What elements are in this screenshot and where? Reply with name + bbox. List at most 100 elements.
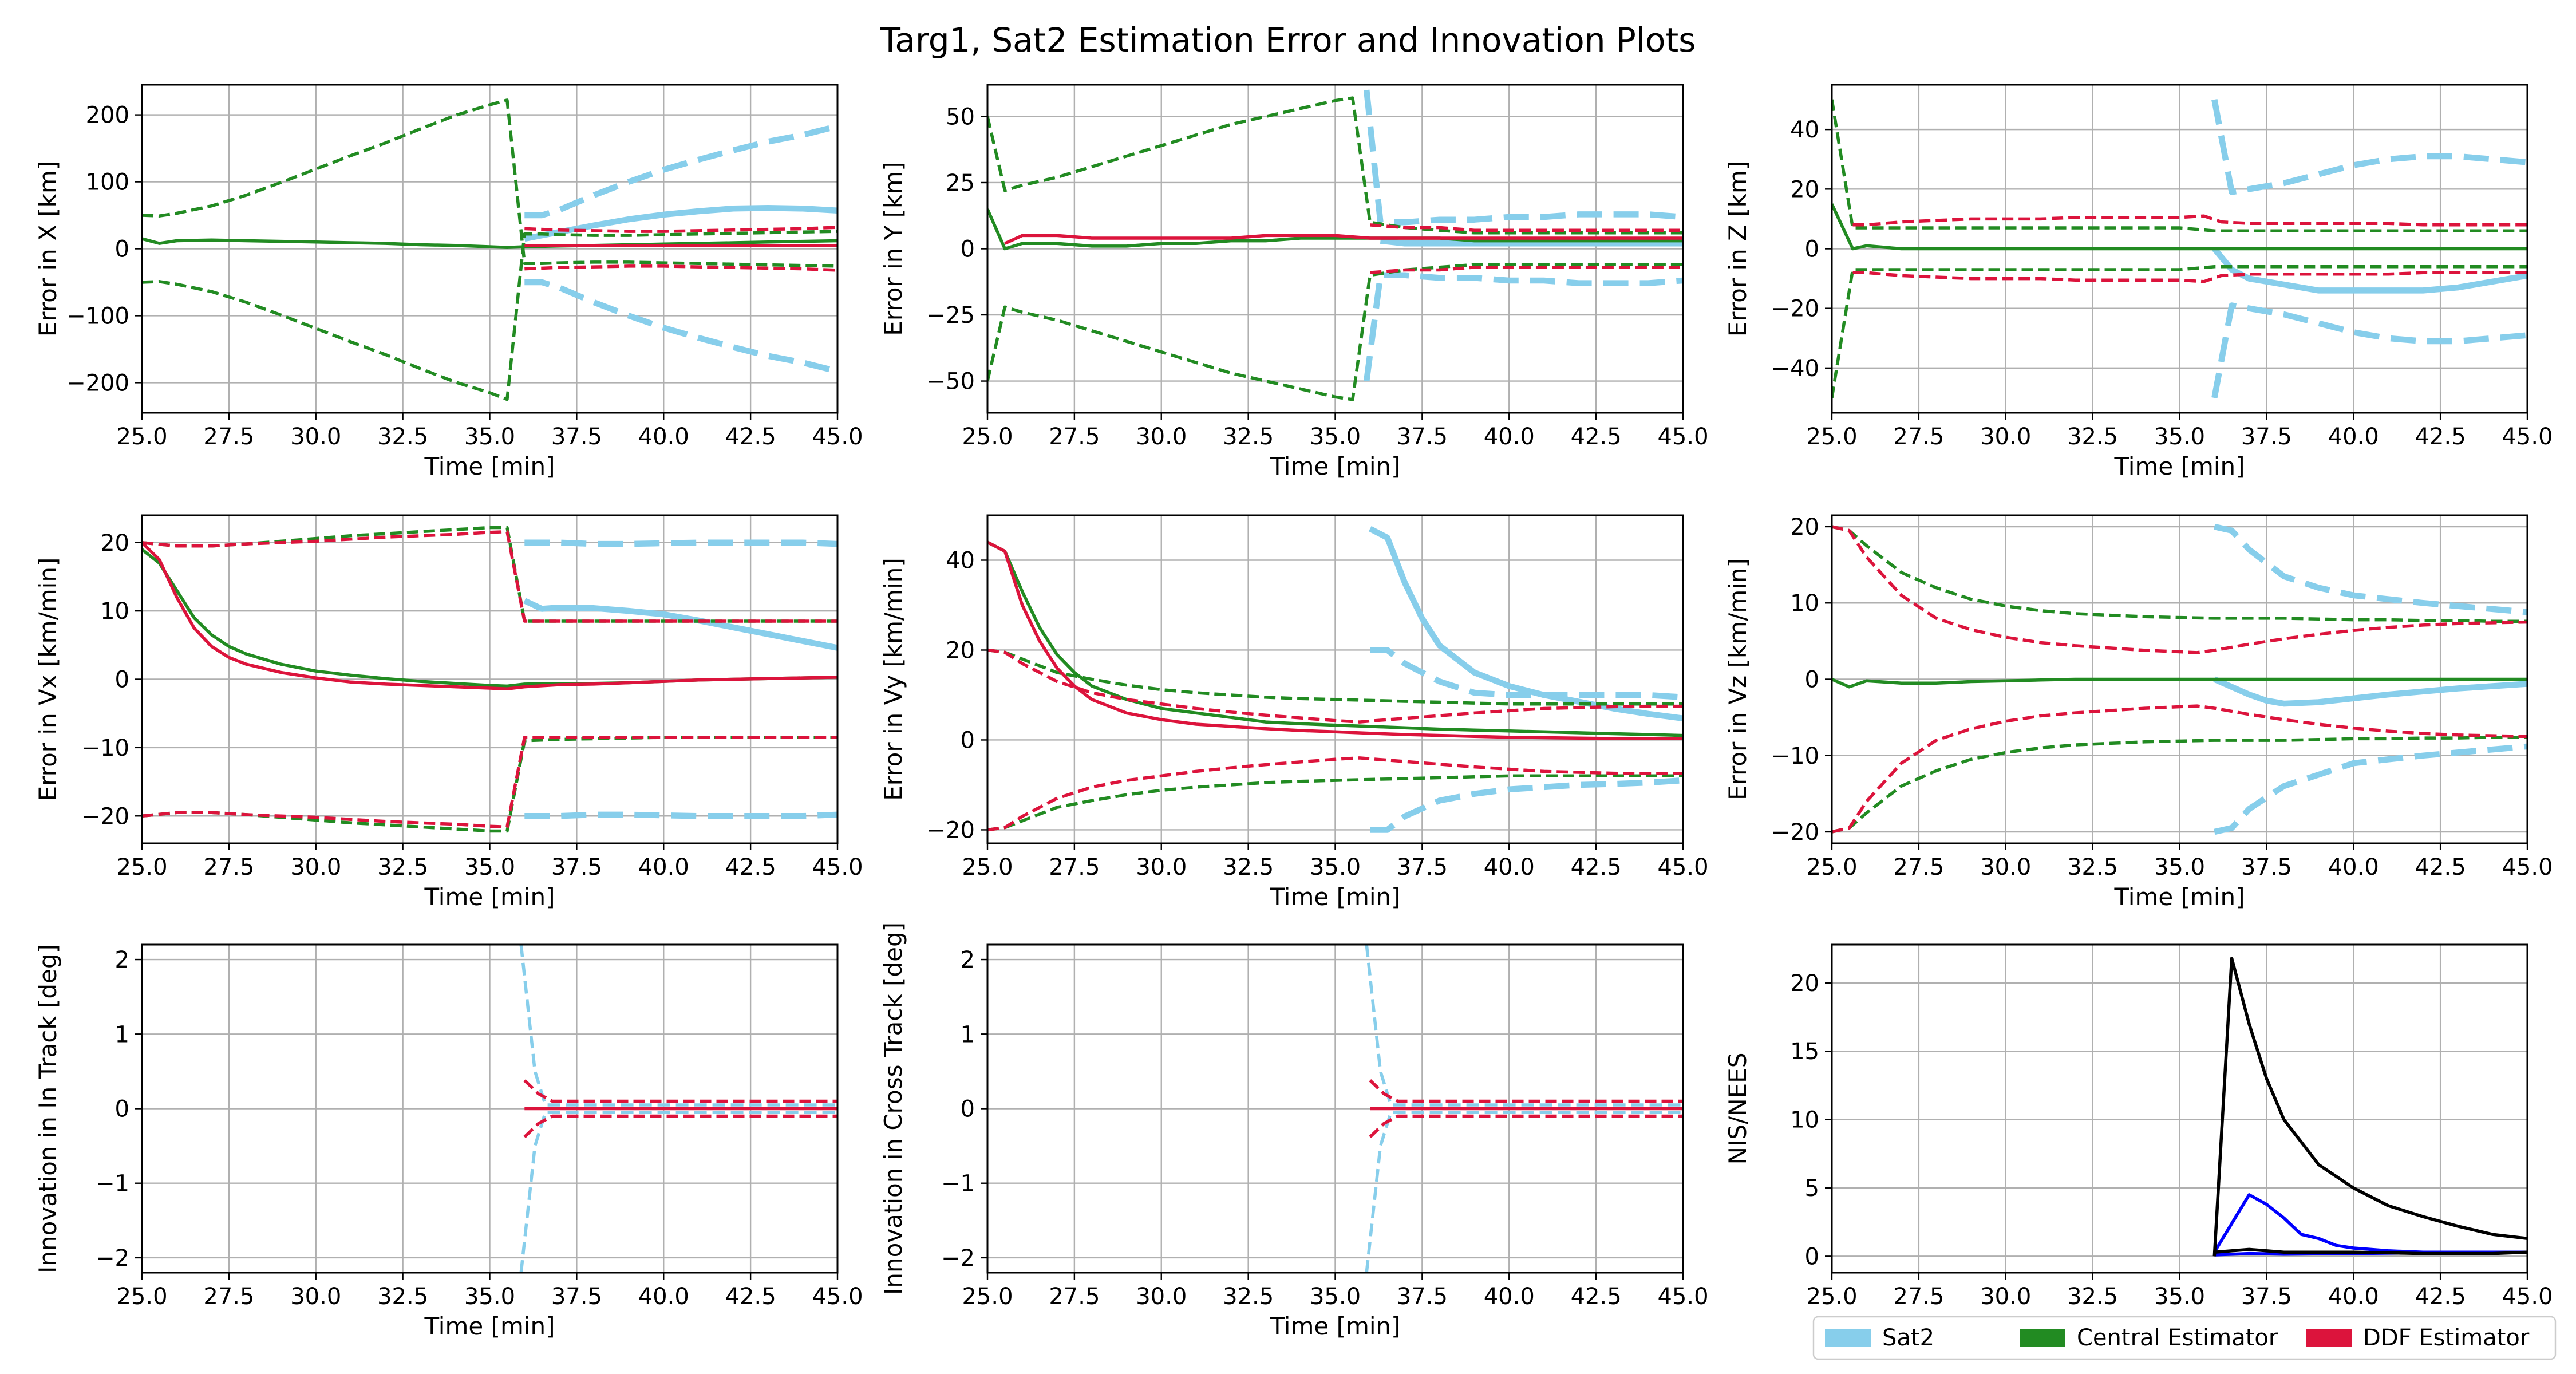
series-lines — [987, 526, 1683, 833]
x-tick-label: 42.5 — [2415, 1284, 2466, 1310]
central-bound-line — [1832, 736, 2527, 834]
sat2-bound-line — [1363, 272, 1683, 382]
ddf-bound-line — [524, 264, 837, 272]
x-tick-label: 32.5 — [1223, 1284, 1274, 1310]
sat2-bound-line — [2211, 99, 2527, 195]
x-tick-label: 40.0 — [1484, 854, 1535, 881]
subplot-8: 25.0 27.5 30.0 32.5 35.0 37.5 40.0 42.5 45.0 −2 −1… — [879, 922, 1709, 1340]
x-tick-label: 42.5 — [725, 424, 776, 450]
x-tick-label: 40.0 — [1484, 1284, 1535, 1310]
x-tick-label: 42.5 — [725, 1284, 776, 1310]
x-tick-label: 27.5 — [203, 424, 254, 450]
tick-labels: 25.0 27.5 30.0 32.5 35.0 37.5 40.0 42.5 45.0 −50 −… — [927, 104, 1709, 450]
x-axis-label: Time [min] — [424, 1312, 555, 1340]
x-tick-label: 45.0 — [1657, 424, 1708, 450]
x-tick-label: 27.5 — [1893, 854, 1944, 881]
series-lines — [987, 89, 1683, 401]
x-tick-label: 40.0 — [1484, 424, 1535, 450]
y-tick-label: 25 — [946, 170, 975, 196]
x-tick-label: 37.5 — [1397, 424, 1448, 450]
x-tick-label: 37.5 — [1397, 854, 1448, 881]
y-tick-label: −20 — [1771, 296, 1819, 322]
x-tick-label: 35.0 — [464, 424, 515, 450]
subplot-grid: 25.0 27.5 30.0 32.5 35.0 37.5 40.0 42.5 45.0 −20 0… — [34, 84, 2553, 1340]
x-tick-label: 30.0 — [290, 1284, 341, 1310]
subplot-9: 25.0 27.5 30.0 32.5 35.0 37.5 40.0 42.5 45.0 0 5 10… — [1724, 943, 2553, 1310]
x-tick-label: 25.0 — [962, 854, 1013, 881]
ddf-bound-line — [1370, 266, 1683, 274]
subplot-6: 25.0 27.5 30.0 32.5 35.0 37.5 40.0 42.5 45.0 −20 −… — [1724, 514, 2553, 911]
x-axis-label: Time [min] — [424, 452, 555, 480]
y-tick-label: 2 — [961, 947, 975, 973]
y-tick-label: 20 — [1790, 970, 1819, 997]
sat2-bound-line — [1370, 647, 1683, 701]
central-estimate-line — [1832, 677, 2527, 689]
y-tick-label: 0 — [961, 1096, 975, 1123]
x-tick-label: 30.0 — [1136, 1284, 1187, 1310]
x-tick-label: 27.5 — [203, 854, 254, 881]
x-tick-label: 40.0 — [2328, 1284, 2379, 1310]
y-tick-label: 10 — [1790, 590, 1819, 617]
ddf-bound-line — [1832, 704, 2527, 834]
y-tick-label: 0 — [961, 727, 975, 753]
y-tick-label: 15 — [1790, 1039, 1819, 1065]
x-tick-label: 27.5 — [203, 1284, 254, 1310]
sat2-bound-line — [524, 539, 837, 547]
central-bound-line — [987, 774, 1683, 832]
x-tick-label: 37.5 — [551, 424, 602, 450]
y-tick-label: 1 — [961, 1021, 975, 1048]
y-tick-label: 40 — [946, 547, 975, 574]
y-tick-label: −20 — [1771, 819, 1819, 846]
sat2-bound-line — [1365, 945, 1683, 1107]
x-tick-label: 25.0 — [116, 854, 167, 881]
y-axis-label: Error in X [km] — [34, 161, 62, 337]
x-tick-label: 32.5 — [2067, 424, 2118, 450]
x-tick-label: 25.0 — [1806, 854, 1857, 881]
x-tick-label: 30.0 — [1980, 854, 2031, 881]
x-tick-label: 45.0 — [812, 424, 863, 450]
y-tick-label: −25 — [927, 302, 975, 329]
y-axis-label: NIS/NEES — [1724, 1053, 1752, 1165]
x-tick-label: 40.0 — [2328, 854, 2379, 881]
y-tick-label: 20 — [946, 637, 975, 664]
y-axis-label: Innovation in In Track [deg] — [34, 944, 62, 1273]
x-axis-label: Time [min] — [424, 883, 555, 911]
y-tick-label: 50 — [946, 104, 975, 130]
x-tick-label: 45.0 — [2502, 424, 2553, 450]
series-lines — [2212, 957, 2527, 1257]
x-tick-label: 42.5 — [1571, 1284, 1622, 1310]
x-tick-label: 45.0 — [2502, 854, 2553, 881]
tick-labels: 25.0 27.5 30.0 32.5 35.0 37.5 40.0 42.5 45.0 −2 −1… — [96, 947, 863, 1310]
ddf-bound-line — [523, 1114, 837, 1138]
sat2-bound-line — [519, 945, 837, 1107]
y-tick-label: −10 — [81, 735, 129, 761]
x-tick-label: 32.5 — [377, 854, 428, 881]
y-tick-label: 0 — [115, 236, 129, 263]
ddf-estimate-line — [987, 540, 1683, 740]
series-lines — [1365, 945, 1683, 1273]
x-tick-label: 40.0 — [638, 854, 689, 881]
y-tick-label: 40 — [1790, 117, 1819, 143]
y-tick-label: 0 — [1805, 236, 1819, 263]
central-bound-line — [1832, 525, 2527, 623]
central-estimate-line — [1832, 203, 2527, 251]
x-tick-label: 37.5 — [1397, 1284, 1448, 1310]
sat2-estimate-line — [523, 598, 837, 651]
x-tick-label: 45.0 — [1657, 1284, 1708, 1310]
series-lines — [1832, 523, 2527, 835]
tick-labels: 25.0 27.5 30.0 32.5 35.0 37.5 40.0 42.5 45.0 −20 0… — [927, 547, 1709, 881]
series-lines — [1832, 99, 2527, 398]
x-axis-label: Time [min] — [2113, 452, 2245, 480]
x-tick-label: 32.5 — [1223, 424, 1274, 450]
x-tick-label: 30.0 — [1136, 854, 1187, 881]
legend-swatch — [2306, 1329, 2352, 1347]
y-tick-label: −10 — [1771, 743, 1819, 769]
x-axis-label: Time [min] — [1269, 452, 1400, 480]
x-tick-label: 40.0 — [638, 1284, 689, 1310]
sat2-estimate-line — [524, 204, 837, 242]
y-axis-label: Error in Vy [km/min] — [879, 558, 907, 801]
ddf-estimate-line — [142, 541, 837, 690]
central-bound-line — [987, 648, 1683, 706]
y-tick-label: −40 — [1771, 356, 1819, 382]
subplot-5: 25.0 27.5 30.0 32.5 35.0 37.5 40.0 42.5 45.0 −20 0… — [879, 514, 1709, 911]
